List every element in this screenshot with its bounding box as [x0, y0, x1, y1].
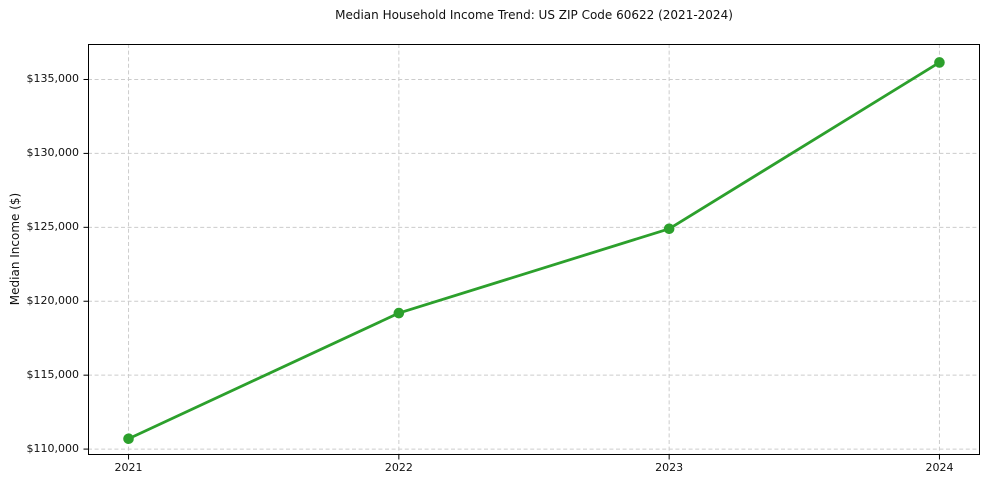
axes-spines [88, 44, 980, 455]
data-point-2024 [934, 57, 945, 68]
y-tick-label: $115,000 [26, 368, 80, 382]
y-tick-label: $110,000 [26, 442, 80, 456]
y-tick-label: $120,000 [26, 294, 80, 308]
x-tick-label: 2024 [925, 461, 954, 474]
data-point-2023 [663, 223, 675, 235]
y-tick-label: $130,000 [26, 146, 80, 160]
data-point-2021 [123, 433, 134, 445]
plot-area [83, 44, 980, 460]
x-tick-label: 2021 [114, 461, 143, 474]
data-point-2022 [393, 307, 405, 319]
trend-line [127, 61, 941, 441]
y-tick-label: $135,000 [26, 72, 80, 86]
chart-title: Median Household Income Trend: US ZIP Co… [335, 8, 733, 22]
x-tick-label: 2023 [655, 461, 684, 474]
y-tick-label: $125,000 [26, 220, 80, 234]
plot-svg [83, 44, 980, 460]
y-axis-label: Median Income ($) [8, 192, 22, 306]
x-tick-label: 2022 [384, 461, 413, 474]
